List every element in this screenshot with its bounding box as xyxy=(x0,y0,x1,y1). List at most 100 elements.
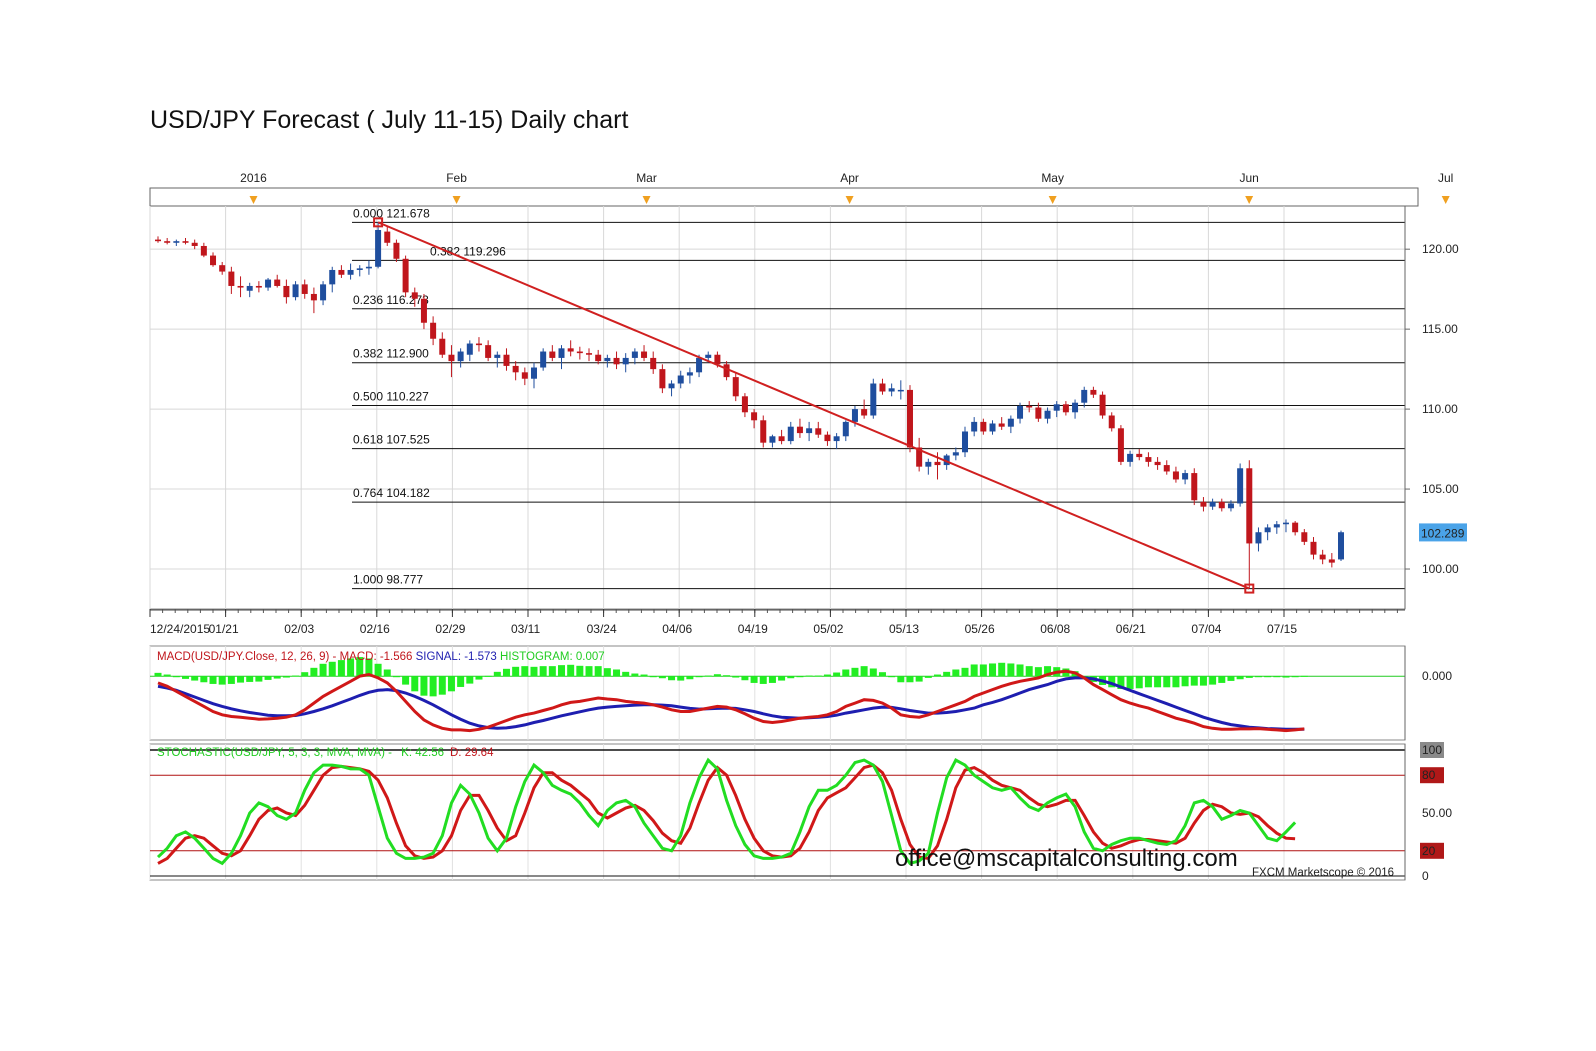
macd-histogram-bar xyxy=(943,671,951,677)
macd-histogram-bar xyxy=(878,672,886,677)
macd-histogram-bar xyxy=(1025,666,1033,677)
month-marker xyxy=(452,196,461,204)
month-marker xyxy=(1245,196,1254,204)
candle-body xyxy=(430,322,437,339)
stochastic-tick-label: 100 xyxy=(1422,743,1442,757)
macd-histogram-bar xyxy=(1108,676,1116,688)
candle-body xyxy=(760,420,767,443)
macd-histogram-bar xyxy=(869,668,877,677)
candle-body xyxy=(962,431,969,453)
macd-histogram-bar xyxy=(1300,675,1308,677)
candle-body xyxy=(475,343,482,346)
macd-histogram-bar xyxy=(796,676,804,678)
macd-histogram-bar xyxy=(218,676,226,685)
macd-line xyxy=(157,669,1305,733)
signal-legend-value: SIGNAL: -1.573 xyxy=(416,651,497,663)
macd-histogram-bar xyxy=(613,669,621,677)
macd-histogram-bar xyxy=(512,666,520,677)
macd-histogram-bar xyxy=(365,658,373,677)
candle-body xyxy=(1301,532,1308,542)
candle-body xyxy=(1292,522,1299,533)
candle-body xyxy=(787,426,794,442)
macd-histogram-bar xyxy=(979,664,987,677)
macd-histogram-bar xyxy=(301,672,309,677)
macd-histogram-bar xyxy=(989,663,997,677)
candle-body xyxy=(1117,428,1124,462)
candle-body xyxy=(255,285,262,288)
candle-body xyxy=(393,242,400,259)
candle-body xyxy=(567,348,574,352)
stochastic-tick-label: 0 xyxy=(1422,869,1429,883)
macd-histogram-bar xyxy=(741,676,749,681)
macd-histogram-bar xyxy=(1190,676,1198,686)
macd-histogram-bar xyxy=(255,676,263,682)
macd-histogram-bar xyxy=(1264,676,1272,678)
macd-histogram-bar xyxy=(640,674,648,677)
candle-body xyxy=(998,423,1005,427)
macd-histogram-bar xyxy=(888,676,896,678)
candle-body xyxy=(1209,501,1216,507)
macd-histogram-bar xyxy=(1181,676,1189,687)
macd-histogram-bar xyxy=(704,675,712,677)
macd-histogram-bar xyxy=(1227,676,1235,681)
macd-histogram-bar xyxy=(576,665,584,677)
candle-body xyxy=(1182,473,1189,480)
candle-body xyxy=(696,357,703,373)
candle-body xyxy=(723,364,730,378)
macd-histogram-bar xyxy=(310,667,318,677)
candle-body xyxy=(833,436,840,442)
price-panel: 2016 Feb Mar Apr May Jun Jul 0.000 121.678 0.382… xyxy=(149,171,1467,636)
candle-body xyxy=(1319,554,1326,560)
trendline-anchor xyxy=(373,217,384,228)
macd-histogram-bar xyxy=(1218,676,1226,683)
macd-histogram-bar xyxy=(622,671,630,677)
candle-body xyxy=(228,271,235,286)
macd-histogram-bar xyxy=(1245,676,1253,678)
stochastic-tick-label: 80 xyxy=(1422,768,1436,782)
candle-body xyxy=(347,269,354,275)
macd-legend: MACD(USD/JPY.Close, 12, 26, 9) - MACD: -… xyxy=(157,651,605,663)
month-label: May xyxy=(1041,171,1064,185)
macd-histogram-bar xyxy=(273,676,281,679)
candle-body xyxy=(1273,524,1280,528)
macd-histogram-bar xyxy=(493,671,501,677)
candle-body xyxy=(448,354,455,362)
macd-legend-name: MACD(USD/JPY.Close, 12, 26, 9) - xyxy=(157,651,340,663)
candle-body xyxy=(512,365,519,373)
macd-histogram-bar xyxy=(429,676,437,697)
fib-level-label: 0.000 121.678 xyxy=(353,206,430,220)
macd-histogram-bar xyxy=(319,663,327,677)
candle-body xyxy=(292,284,299,298)
date-tick-label: 03/11 xyxy=(511,622,540,636)
candle-body xyxy=(980,421,987,432)
macd-histogram-bar xyxy=(1172,676,1180,688)
candle-body xyxy=(439,338,446,355)
candle-body xyxy=(1108,415,1115,429)
candle-body xyxy=(485,345,492,358)
candle-body xyxy=(1007,418,1014,427)
macd-histogram-bar xyxy=(567,664,575,677)
macd-histogram-bar xyxy=(383,669,391,677)
candle-body xyxy=(164,241,171,243)
candle-body xyxy=(751,412,758,421)
macd-histogram-bar xyxy=(347,658,355,677)
macd-histogram-bar xyxy=(768,676,776,683)
candle-body xyxy=(1227,503,1234,509)
macd-histogram-bar xyxy=(1144,676,1152,688)
date-tick-label: 05/02 xyxy=(813,622,843,636)
macd-histogram-bar xyxy=(466,676,474,684)
candle-body xyxy=(237,285,244,288)
month-label: Jul xyxy=(1438,171,1453,185)
candle-body xyxy=(530,367,537,379)
macd-histogram-bar xyxy=(787,676,795,679)
macd-histogram-bar xyxy=(502,668,510,677)
date-tick-label: 12/24/2015 xyxy=(150,622,210,636)
candle-body xyxy=(540,351,547,368)
candle-body xyxy=(631,351,638,358)
fib-level-label: 0.382 112.900 xyxy=(353,347,429,361)
month-label: 2016 xyxy=(240,171,267,185)
macd-histogram-bar xyxy=(457,676,465,687)
macd-histogram-bar xyxy=(337,660,345,677)
macd-histogram-bar xyxy=(1254,676,1262,678)
